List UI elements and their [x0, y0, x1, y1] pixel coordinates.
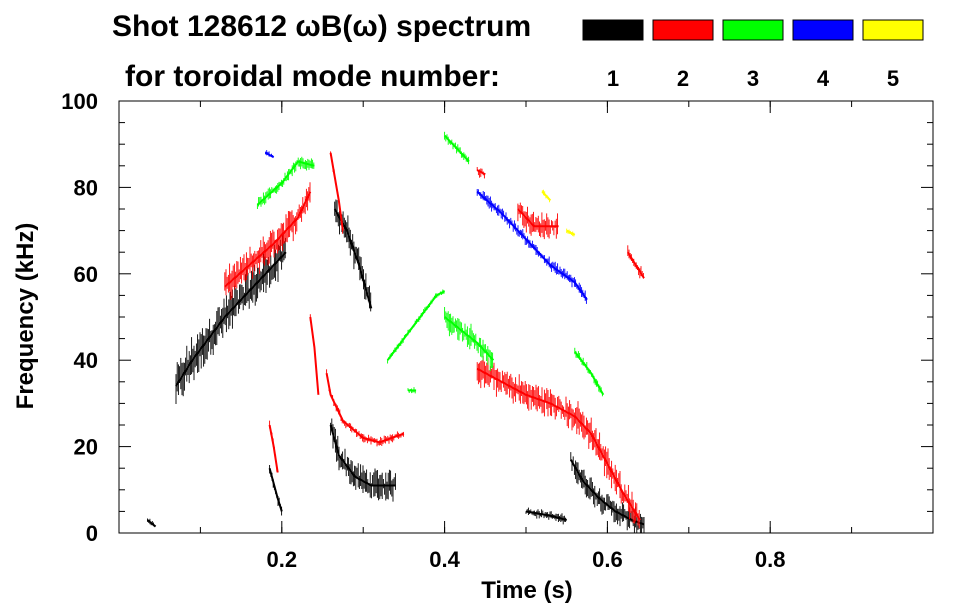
x-tick-label: 0.2	[267, 547, 298, 572]
x-axis-label: Time (s)	[481, 577, 573, 604]
y-tick-label: 20	[74, 435, 98, 460]
legend-swatch-3	[722, 19, 784, 41]
y-tick-label: 0	[86, 521, 98, 546]
y-tick-label: 40	[74, 348, 98, 373]
series-n=3	[256, 131, 605, 397]
axis-ticks: 0.2 0.4 0.6 0.8 0 20 40 60 80 100	[61, 89, 934, 572]
x-tick-label: 0.8	[755, 547, 786, 572]
y-tick-label: 100	[61, 89, 98, 114]
spectrum-marks	[146, 131, 645, 533]
legend-label-2: 2	[677, 66, 689, 91]
legend-label-1: 1	[607, 66, 619, 91]
legend: 1 2 3 4 5	[582, 19, 924, 91]
y-tick-label: 80	[74, 175, 98, 200]
y-axis-label: Frequency (kHz)	[12, 223, 39, 410]
y-tick-label: 60	[74, 262, 98, 287]
legend-swatch-1	[582, 19, 644, 41]
legend-swatch-2	[652, 19, 714, 41]
track-n=1	[569, 459, 645, 526]
legend-swatch-5	[862, 19, 924, 41]
legend-caption: for toroidal mode number:	[125, 60, 500, 93]
legend-label-5: 5	[887, 66, 899, 91]
series-n=1	[146, 199, 645, 533]
legend-swatch-4	[792, 19, 854, 41]
series-n=2	[224, 151, 645, 529]
plot-frame	[118, 100, 934, 534]
legend-label-3: 3	[747, 66, 759, 91]
x-tick-label: 0.4	[429, 547, 460, 572]
legend-label-4: 4	[817, 66, 830, 91]
x-tick-label: 0.6	[592, 547, 623, 572]
series-n=4	[265, 150, 588, 304]
track-n=2	[325, 373, 405, 444]
series-n=5	[541, 189, 576, 237]
chart-title: Shot 128612 ωB(ω) spectrum	[112, 10, 531, 43]
